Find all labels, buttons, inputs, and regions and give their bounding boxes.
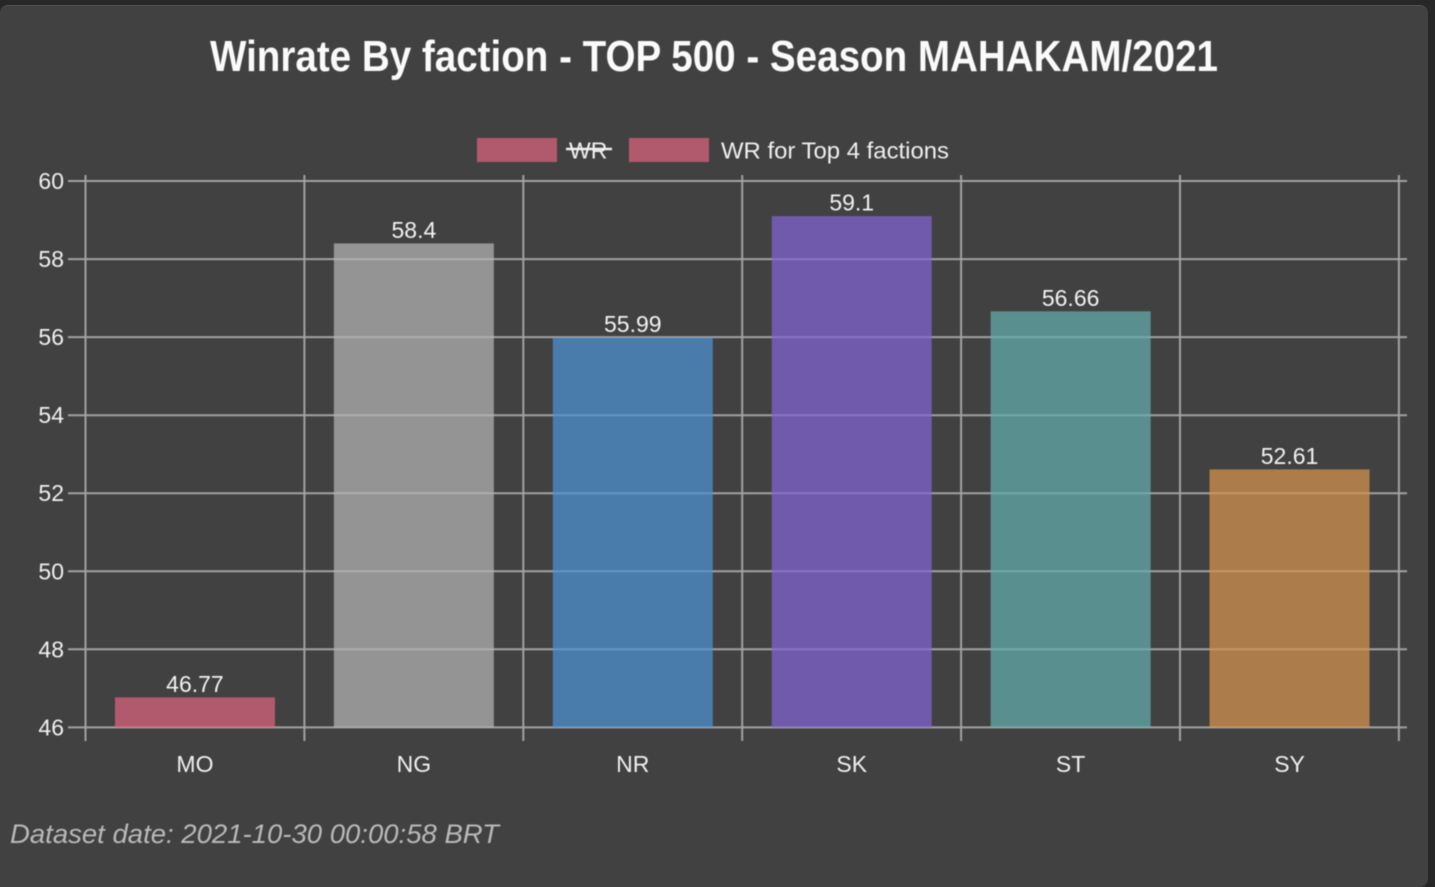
svg-text:56.66: 56.66 [1042,285,1100,311]
svg-text:58.4: 58.4 [391,217,436,243]
svg-text:SK: SK [836,751,867,777]
svg-text:Dataset date: 2021-10-30 00:00: Dataset date: 2021-10-30 00:00:58 BRT [10,819,502,849]
svg-text:52.61: 52.61 [1261,443,1319,469]
svg-text:NG: NG [397,751,432,777]
svg-text:SY: SY [1274,751,1305,777]
svg-text:52: 52 [38,480,64,506]
svg-text:46: 46 [38,714,64,740]
svg-text:MO: MO [176,751,213,777]
svg-text:54: 54 [38,402,64,428]
svg-text:60: 60 [38,168,64,194]
svg-text:58: 58 [38,246,64,272]
svg-text:50: 50 [38,558,64,584]
svg-text:WR: WR [569,138,607,164]
svg-text:59.1: 59.1 [829,190,874,216]
svg-text:WR for Top 4 factions: WR for Top 4 factions [721,138,949,164]
svg-text:ST: ST [1056,751,1085,777]
svg-text:48: 48 [38,636,64,662]
svg-text:Winrate By faction - TOP 500 -: Winrate By faction - TOP 500 - Season MA… [210,32,1218,81]
svg-text:46.77: 46.77 [166,671,224,697]
svg-text:56: 56 [38,324,64,350]
svg-text:NR: NR [616,751,649,777]
svg-text:55.99: 55.99 [604,311,662,337]
